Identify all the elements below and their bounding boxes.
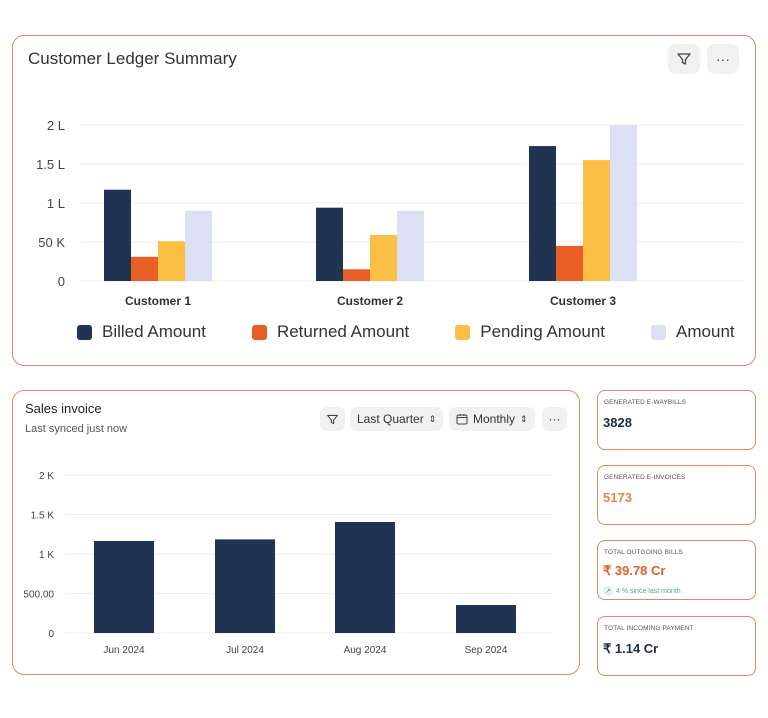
x-tick-label: Customer 3 [550,294,616,308]
y-tick-label: 1.5 K [31,511,55,522]
bar-pending-amount [158,241,185,281]
bar-pending-amount [583,160,610,281]
more-icon: ··· [548,412,561,426]
kpi-label: TOTAL INCOMING PAYMENT [604,625,694,632]
bar-returned-amount [131,256,158,281]
legend-item[interactable]: Amount [651,322,735,342]
bar-amount [397,210,424,281]
legend-label: Pending Amount [480,322,606,341]
customer-ledger-card: Customer Ledger Summary ··· 0 50 K 1 L 1.5 … [12,35,756,366]
legend-label: Billed Amount [102,322,206,341]
bar [456,605,516,633]
legend-swatch [251,324,267,340]
chevron-updown-icon: ⇕ [428,413,437,424]
chevron-updown-icon: ⇕ [520,413,528,424]
filter-icon [677,53,691,65]
x-tick-label: Sep 2024 [465,645,508,656]
kpi-trend: ↗ 4 % since last month [603,586,681,596]
sales-more-button[interactable]: ··· [542,407,567,431]
trend-text: 4 % since last month [616,587,681,595]
kpi-incoming-payment: TOTAL INCOMING PAYMENT ₹ 1.14 Cr [597,616,756,676]
bar-amount [185,210,212,281]
kpi-label: TOTAL OUTGOING BILLS [604,549,683,556]
bar-billed-amount [316,207,343,281]
kpi-ewaybills: GENERATED E-WAYBILLS 3828 [597,390,756,450]
calendar-icon [456,414,468,425]
legend-item[interactable]: Billed Amount [77,322,206,342]
kpi-value: ₹ 39.78 Cr [603,563,666,578]
y-tick-label: 0 [48,629,54,640]
bar-pending-amount [370,234,397,281]
granularity-select[interactable]: Monthly ⇕ [449,407,535,431]
legend-swatch [651,324,667,340]
ledger-legend: Billed Amount Returned Amount Pending Amou… [77,322,735,342]
kpi-value: 3828 [603,415,632,430]
y-tick-label: 0 [58,274,65,289]
bar [94,540,154,633]
y-tick-label: 1 L [47,196,65,211]
legend-label: Returned Amount [276,322,410,341]
bar-billed-amount [529,146,556,281]
y-tick-label: 500.00 [23,590,54,601]
granularity-value: Monthly [473,412,516,426]
bar [215,539,275,633]
y-tick-label: 2 K [39,471,54,482]
period-select[interactable]: Last Quarter ⇕ [350,407,444,431]
kpi-value: ₹ 1.14 Cr [603,641,659,656]
legend-swatch [77,324,92,340]
x-tick-label: Customer 2 [337,294,403,308]
kpi-label: GENERATED E-INVOICES [604,474,686,481]
y-tick-label: 50 K [38,235,65,250]
y-tick-label: 1.5 L [36,157,65,172]
bar-returned-amount [343,269,370,281]
legend-label: Amount [676,322,735,341]
filter-icon [327,414,338,424]
period-value: Last Quarter [357,412,424,426]
bar-billed-amount [104,189,131,281]
legend-item[interactable]: Pending Amount [455,322,605,342]
ledger-title: Customer Ledger Summary [28,49,237,68]
ledger-chart: 0 50 K 1 L 1.5 L 2 L Customer 1 Customer 2 Cust… [36,118,743,308]
sales-filter-button[interactable] [320,407,345,431]
more-icon: ··· [716,51,730,67]
ledger-more-button[interactable]: ··· [707,44,739,74]
sales-title: Sales invoice [25,401,102,416]
ledger-filter-button[interactable] [668,44,700,74]
trend-up-icon: ↗ [603,586,613,596]
kpi-value: 5173 [603,490,632,505]
sales-invoice-card: Sales invoice Last synced just now Last … [12,390,580,675]
y-tick-label: 1 K [39,550,54,561]
bar [335,522,395,633]
x-tick-label: Aug 2024 [344,645,387,656]
kpi-einvoices: GENERATED E-INVOICES 5173 [597,465,756,525]
kpi-outgoing-bills: TOTAL OUTGOING BILLS ₹ 39.78 Cr ↗ 4 % sin… [597,540,756,600]
sales-subtitle: Last synced just now [25,423,128,435]
legend-swatch [455,324,471,340]
kpi-label: GENERATED E-WAYBILLS [604,399,687,406]
legend-item[interactable]: Returned Amount [251,322,410,342]
y-tick-label: 2 L [47,118,65,133]
x-tick-label: Customer 1 [125,294,191,308]
x-tick-label: Jul 2024 [226,645,264,656]
bar-amount [610,125,637,281]
sales-chart: 0 500.00 1 K 1.5 K 2 K Jun 2024 Jul 2024 Aug 20… [23,471,553,656]
bar-returned-amount [556,245,583,281]
x-tick-label: Jun 2024 [103,645,145,656]
